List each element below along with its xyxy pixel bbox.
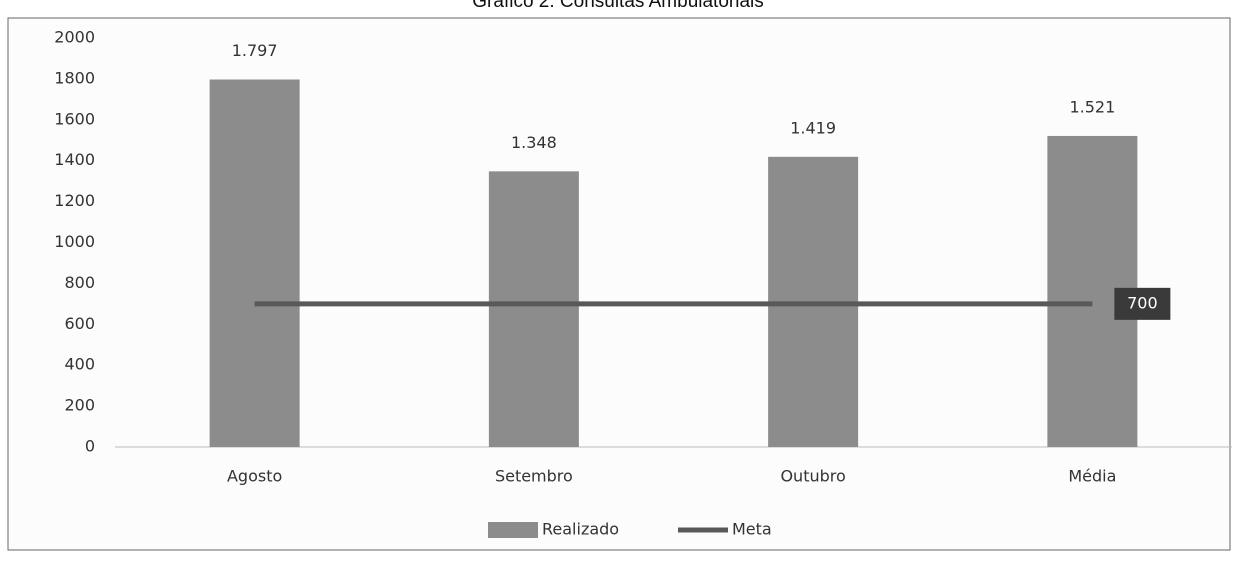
chart-title: Gráfico 2: Consultas Ambulatoriais [472, 0, 763, 12]
y-tick-label: 800 [64, 273, 95, 292]
y-tick-label: 200 [64, 396, 95, 415]
y-tick-label: 1800 [54, 68, 95, 87]
y-tick-label: 400 [64, 355, 95, 374]
bar [209, 79, 300, 448]
data-label: 700 [1127, 293, 1158, 312]
x-tick-label: Agosto [227, 467, 282, 486]
y-tick-label: 1200 [54, 191, 95, 210]
chart-frame [7, 17, 1231, 551]
legend-label: Realizado [542, 520, 619, 539]
y-tick-label: 600 [64, 314, 95, 333]
x-tick-label: Outubro [780, 467, 845, 486]
data-label-box [1114, 287, 1171, 320]
y-tick-label: 2000 [54, 28, 95, 47]
x-tick-label: Setembro [495, 467, 573, 486]
legend-swatch [488, 522, 538, 538]
data-label: 1.797 [232, 41, 278, 60]
y-tick-label: 1600 [54, 109, 95, 128]
data-label: 1.348 [511, 133, 557, 152]
x-tick-label: Média [1068, 467, 1116, 486]
data-label: 1.419 [790, 118, 836, 137]
data-label: 1.521 [1069, 97, 1115, 116]
y-tick-label: 1000 [54, 232, 95, 251]
y-tick-label: 1400 [54, 150, 95, 169]
bar [488, 171, 579, 448]
y-tick-label: 0 [85, 437, 95, 456]
legend-label: Meta [732, 520, 772, 539]
